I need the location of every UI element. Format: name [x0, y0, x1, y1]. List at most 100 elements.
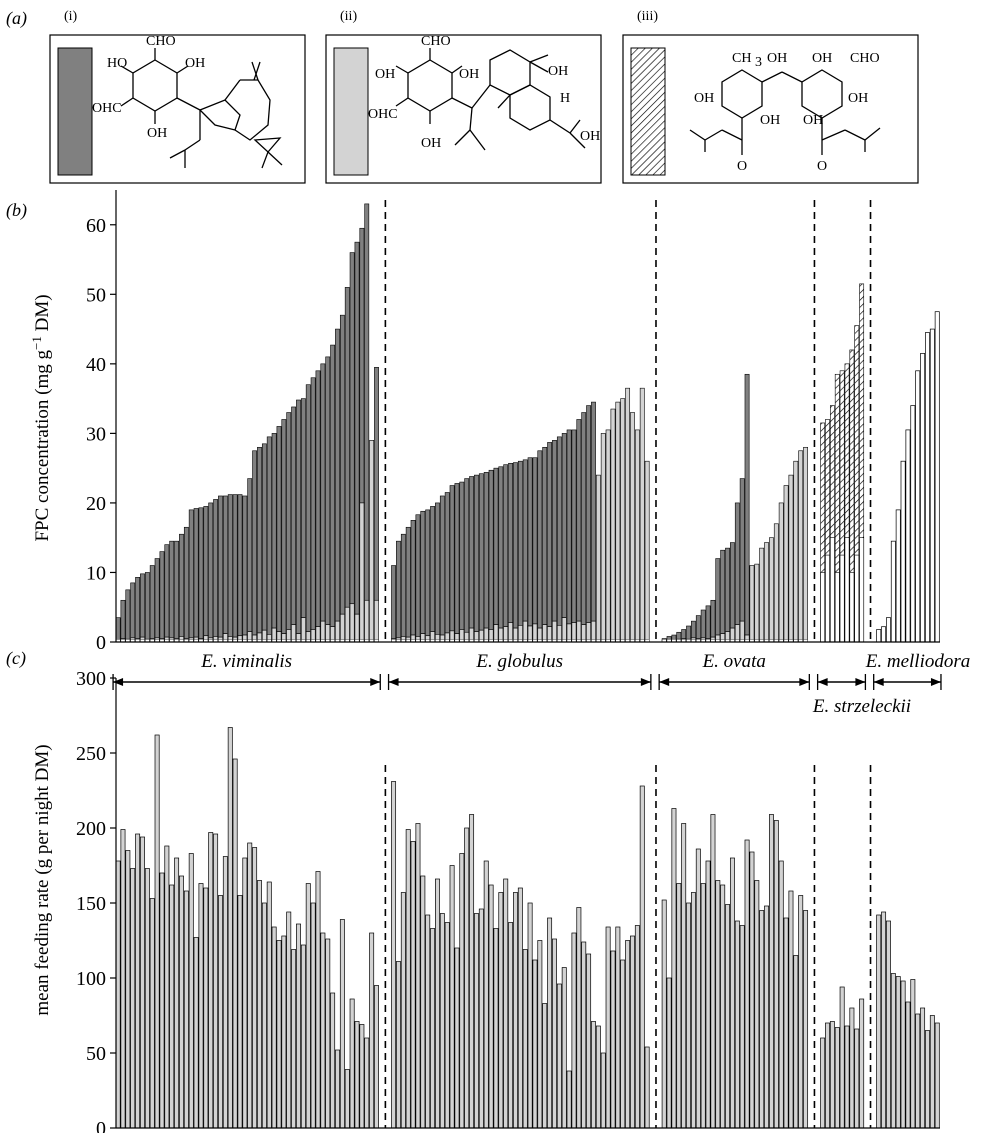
fpc-bar-other: [881, 626, 887, 643]
fpc-bar-other: [929, 328, 935, 643]
species-band: E. viminalis E. globulus E. ovata E. strzel…: [112, 651, 970, 717]
feeding-bar: [237, 895, 243, 1129]
fpc-bar-other: [844, 537, 850, 643]
fpc-bar-other: [925, 332, 930, 643]
fpc-bar-ii: [630, 412, 635, 643]
fpc-bar-i: [257, 446, 262, 634]
feeding-bar: [788, 890, 794, 1129]
feeding-bar: [364, 1037, 370, 1129]
feeding-bar: [300, 944, 306, 1129]
fpc-bar-ii: [339, 613, 345, 643]
fpc-bar-i: [374, 367, 379, 601]
species-range-arrowhead: [799, 678, 810, 686]
fpc-bar-i: [252, 450, 258, 636]
structure-iii-bonds: [689, 69, 881, 155]
species-label: E. globulus: [475, 651, 563, 672]
feeding-bar: [734, 920, 740, 1129]
fpc-bar-i: [179, 533, 184, 637]
feeding-bar: [556, 983, 562, 1129]
fpc-bar-i: [396, 540, 401, 639]
feeding-bar: [890, 973, 896, 1129]
feeding-bar: [881, 911, 887, 1129]
fpc-bar-ii: [300, 617, 306, 643]
fpc-bar-i: [276, 426, 282, 632]
structure-iii-numeral: (iii): [637, 9, 658, 24]
feeding-bar: [910, 979, 916, 1129]
feeding-bar: [325, 938, 331, 1129]
feeding-bar: [488, 884, 494, 1129]
feeding-bar: [690, 892, 696, 1129]
fpc-y-tick-label: 60: [86, 215, 106, 237]
feeding-bar: [252, 847, 258, 1129]
feeding-bar: [905, 1001, 911, 1129]
feeding-y-tick-label: 100: [76, 968, 106, 990]
feeding-bar: [444, 922, 450, 1129]
fpc-bar-ii: [349, 603, 355, 643]
fpc-bar-i: [154, 558, 160, 639]
fpc-bar-other: [915, 370, 921, 643]
feeding-bar: [483, 860, 489, 1129]
fpc-bar-i: [498, 466, 504, 629]
fpc-bar-other: [920, 353, 926, 643]
feeding-bar: [661, 899, 667, 1129]
species-range-arrowhead: [873, 678, 884, 686]
structure-i-atom: OHC: [92, 101, 122, 116]
fpc-bar-i: [335, 328, 340, 622]
panel-label-c: (c): [6, 648, 26, 669]
feeding-bar: [644, 1046, 650, 1129]
fpc-bar-i: [339, 314, 345, 615]
fpc-bar-i: [271, 433, 277, 629]
feeding-bar: [586, 953, 592, 1129]
structure-ii-atom: OH: [548, 64, 568, 79]
feeding-bar: [478, 908, 484, 1129]
feeding-bar: [773, 820, 779, 1129]
feeding-bar: [591, 1021, 596, 1129]
species-range-arrowhead: [640, 678, 651, 686]
feeding-bar: [469, 814, 475, 1129]
structure-iii-atom: O: [737, 159, 747, 174]
feeding-bar: [920, 1007, 926, 1129]
fpc-bar-i: [296, 399, 301, 634]
feeding-bar: [720, 884, 726, 1129]
fpc-bar-i: [120, 599, 126, 639]
fpc-bar-i: [739, 478, 745, 622]
feeding-bar: [144, 868, 150, 1129]
species-label: E. viminalis: [200, 651, 292, 672]
fpc-bar-other: [825, 554, 830, 643]
structure-iii-atom: OH: [848, 91, 868, 106]
feeding-bar: [349, 998, 355, 1129]
fpc-bar-i: [135, 577, 140, 639]
feeding-bar: [925, 1030, 930, 1129]
feeding-y-tick-label: 0: [96, 1118, 106, 1133]
feeding-bar: [729, 857, 735, 1129]
feeding-bar: [681, 823, 687, 1129]
feeding-bar: [600, 1052, 606, 1129]
fpc-bar-ii: [639, 387, 645, 643]
structure-ii-atom: OH: [580, 129, 600, 144]
fpc-bar-i: [725, 547, 730, 632]
fpc-bar-i: [542, 446, 548, 625]
feeding-bar: [344, 1069, 350, 1129]
fpc-bar-ii: [788, 474, 794, 643]
structure-ii-atom: OH: [375, 67, 395, 82]
fpc-bar-ii: [364, 599, 370, 643]
feeding-bar: [420, 875, 426, 1129]
structure-ii-bonds: [395, 48, 586, 151]
feeding-bar: [120, 829, 126, 1129]
feeding-bar: [183, 890, 189, 1129]
fpc-bar-other: [890, 540, 896, 643]
feeding-bar: [354, 1021, 360, 1129]
structure-i: (i) CHO HO OH OHC OH: [49, 9, 306, 184]
feeding-bar: [291, 949, 297, 1129]
structure-i-atom: HO: [107, 56, 127, 71]
fpc-bar-i: [281, 419, 287, 634]
species-label: E. strzeleckii: [812, 696, 911, 717]
feeding-bar: [630, 935, 635, 1129]
fpc-bar-i: [503, 464, 509, 628]
feeding-bar: [803, 910, 809, 1129]
species-label: E. ovata: [702, 651, 766, 672]
structure-iii-atom: CH: [732, 51, 751, 66]
feeding-bar: [778, 860, 784, 1129]
feeding-bar: [686, 902, 692, 1129]
feeding-bar: [242, 857, 248, 1129]
